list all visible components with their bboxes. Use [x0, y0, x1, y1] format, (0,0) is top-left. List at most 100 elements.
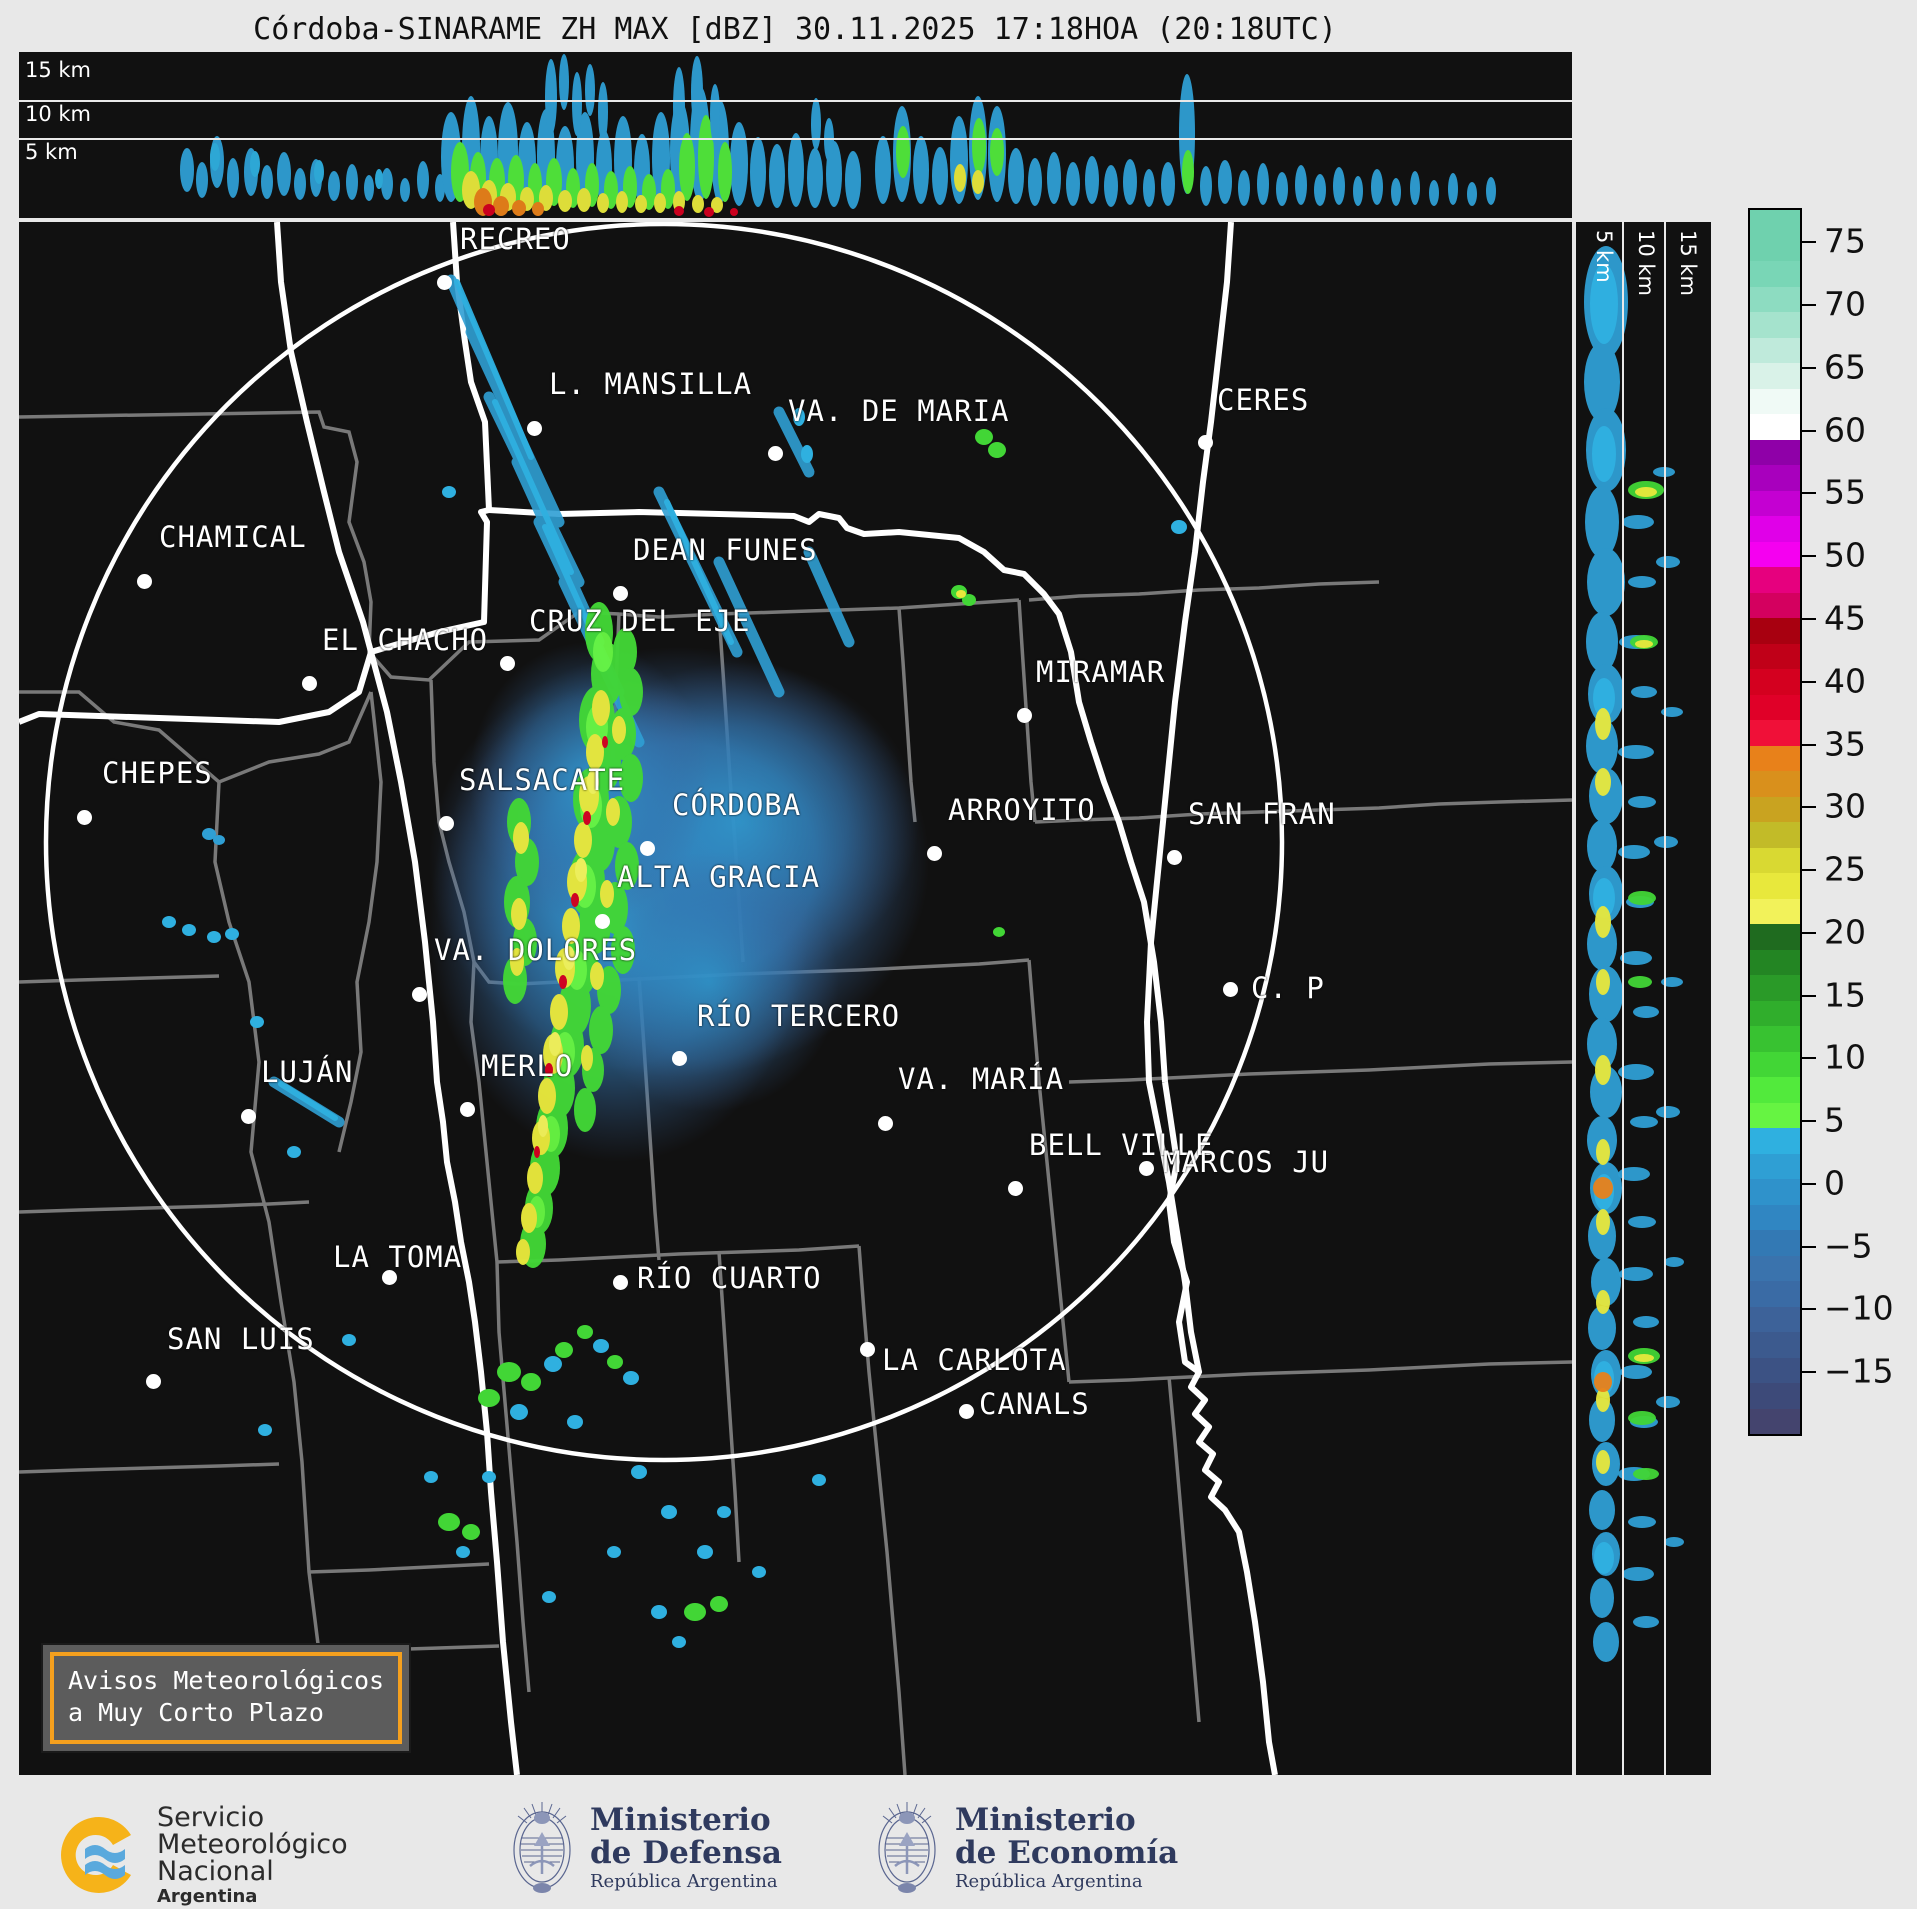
- warning-box[interactable]: Avisos Meteorológicos a Muy Corto Plazo: [41, 1643, 412, 1753]
- colorbar-segment: [1750, 1026, 1800, 1052]
- ministry-economia-block: Ministerio de Economía República Argenti…: [875, 1798, 1178, 1898]
- ministry-defensa-block: Ministerio de Defensa República Argentin…: [510, 1798, 782, 1898]
- colorbar-segment: [1750, 643, 1800, 669]
- colorbar-tick: [1802, 931, 1816, 934]
- colorbar-segment: [1750, 694, 1800, 720]
- height-label-15km: 15 km: [25, 58, 92, 82]
- city-dot: [927, 846, 942, 861]
- colorbar-segment: [1750, 1306, 1800, 1332]
- colorbar-segment: [1750, 822, 1800, 848]
- colorbar-tick: [1802, 618, 1816, 620]
- city-dot: [1017, 708, 1032, 723]
- colorbar-segment: [1750, 337, 1800, 363]
- colorbar-segment: [1750, 898, 1800, 924]
- city-label: BELL VILLE: [1029, 1128, 1214, 1162]
- city-dot: [439, 816, 454, 831]
- colorbar-segment: [1750, 1383, 1800, 1409]
- ministerio-defensa-line-1: Ministerio: [590, 1802, 771, 1838]
- city-dot: [137, 574, 152, 589]
- height-label-10km: 10 km: [25, 102, 92, 126]
- city-label: MARCOS JU: [1163, 1145, 1330, 1179]
- city-label: ALTA GRACIA: [617, 860, 821, 894]
- city-label: CRUZ DEL EJE: [529, 604, 751, 638]
- radar-map-panel[interactable]: RECREO L. MANSILLA VA. DE MARIA CERES CHAMIC…: [19, 222, 1572, 1775]
- city-dot: [77, 810, 92, 825]
- colorbar-tick-label: 65: [1824, 347, 1866, 387]
- colorbar-segment: [1750, 1332, 1800, 1358]
- colorbar-tick-label: 20: [1824, 912, 1866, 952]
- smn-logo-icon: [61, 1817, 131, 1893]
- city-label: EL CHACHO: [322, 623, 489, 657]
- colorbar-segment: [1750, 1102, 1800, 1128]
- city-dot: [613, 1275, 628, 1290]
- city-label: MERLO: [481, 1049, 574, 1083]
- smn-line-4: Argentina: [157, 1886, 258, 1907]
- warning-line-2: a Muy Corto Plazo: [68, 1698, 324, 1727]
- city-label: RÍO CUARTO: [637, 1261, 822, 1295]
- city-label: SALSACATE: [459, 763, 626, 797]
- city-dot: [1223, 982, 1238, 997]
- colorbar-segment: [1750, 286, 1800, 312]
- city-dot: [527, 421, 542, 436]
- colorbar-segment: [1750, 235, 1800, 261]
- city-label: SAN FRAN: [1188, 797, 1336, 831]
- city-label: CHEPES: [102, 756, 213, 790]
- city-label: RECREO: [460, 222, 571, 256]
- city-dot: [878, 1116, 893, 1131]
- ministerio-defensa-line-3: República Argentina: [590, 1871, 778, 1893]
- warning-line-1: Avisos Meteorológicos: [68, 1666, 385, 1695]
- colorbar-gradient: [1748, 208, 1802, 1436]
- colorbar-tick: [1802, 806, 1816, 809]
- map-graphics: [19, 222, 1572, 1775]
- colorbar-tick-label: 55: [1824, 472, 1866, 512]
- city-dot: [437, 275, 452, 290]
- colorbar-segment: [1750, 669, 1800, 695]
- colorbar-segment: [1750, 414, 1800, 440]
- colorbar-segment: [1750, 541, 1800, 567]
- colorbar-tick-label: 5: [1824, 1100, 1845, 1140]
- colorbar-tick-label: 40: [1824, 661, 1866, 701]
- colorbar-segment: [1750, 771, 1800, 797]
- warning-box-inner: Avisos Meteorológicos a Muy Corto Plazo: [50, 1652, 403, 1744]
- city-label: LA TOMA: [333, 1240, 463, 1274]
- city-dot: [460, 1102, 475, 1117]
- city-label: VA. DE MARIA: [788, 394, 1010, 428]
- colorbar-segment: [1750, 592, 1800, 618]
- colorbar-tick: [1802, 1308, 1816, 1311]
- colorbar-segment: [1750, 618, 1800, 644]
- colorbar-tick-label: 45: [1824, 598, 1866, 638]
- height-label-5km: 5 km: [25, 140, 78, 164]
- argentina-coat-of-arms-icon-2: [878, 1802, 936, 1893]
- city-label: VA. DOLORES: [434, 933, 638, 967]
- colorbar-segment: [1750, 261, 1800, 287]
- ministerio-economia-line-3: República Argentina: [955, 1871, 1143, 1893]
- colorbar-segment: [1750, 975, 1800, 1001]
- smn-logo-block: Servicio Meteorológico Nacional Argentin…: [55, 1804, 348, 1906]
- colorbar-tick: [1802, 1057, 1816, 1060]
- city-dot: [1008, 1181, 1023, 1196]
- height-label-right-5km: 5 km: [1592, 230, 1616, 283]
- city-label: CANALS: [979, 1387, 1090, 1421]
- colorbar-tick: [1802, 492, 1816, 495]
- smn-line-1: Servicio: [157, 1802, 265, 1833]
- colorbar-tick-label: 75: [1824, 221, 1866, 261]
- city-dot: [1198, 435, 1213, 450]
- colorbar-tick: [1802, 994, 1816, 997]
- colorbar-tick: [1802, 555, 1816, 558]
- colorbar-segment: [1750, 1255, 1800, 1281]
- city-dot: [1167, 850, 1182, 865]
- vertical-cross-section-top-panel: 15 km 10 km 5 km: [19, 52, 1572, 218]
- colorbar-tick: [1802, 366, 1816, 369]
- colorbar-segment: [1750, 949, 1800, 975]
- city-label: LUJÁN: [261, 1055, 354, 1089]
- colorbar-segment: [1750, 720, 1800, 746]
- argentina-coat-of-arms-icon: [513, 1802, 571, 1893]
- city-dot: [613, 586, 628, 601]
- top-xsec-echoes: [180, 54, 1496, 217]
- colorbar-segment: [1750, 1051, 1800, 1077]
- colorbar-tick: [1802, 429, 1816, 432]
- colorbar-legend: 75 70 65 60 55 50 45 40 35 30 25 20 15 10 5 0 −5 −10 −15: [1748, 208, 1898, 1438]
- colorbar-tick-label: 70: [1824, 284, 1866, 324]
- colorbar-segment: [1750, 567, 1800, 593]
- colorbar-segment: [1750, 490, 1800, 516]
